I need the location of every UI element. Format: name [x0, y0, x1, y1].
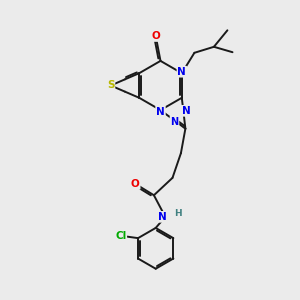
Text: N: N — [182, 106, 190, 116]
Text: O: O — [131, 179, 140, 189]
Text: N: N — [156, 106, 165, 117]
Text: S: S — [107, 80, 114, 91]
Text: H: H — [174, 209, 182, 218]
Text: O: O — [152, 31, 160, 41]
Text: N: N — [158, 212, 167, 222]
Text: N: N — [177, 67, 186, 77]
Text: Cl: Cl — [115, 231, 126, 241]
Text: N: N — [170, 117, 178, 127]
